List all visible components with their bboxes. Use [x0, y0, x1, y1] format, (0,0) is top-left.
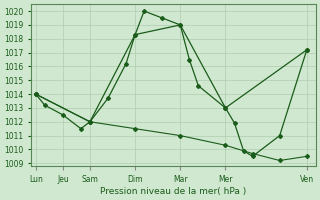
X-axis label: Pression niveau de la mer( hPa ): Pression niveau de la mer( hPa ) — [100, 187, 247, 196]
